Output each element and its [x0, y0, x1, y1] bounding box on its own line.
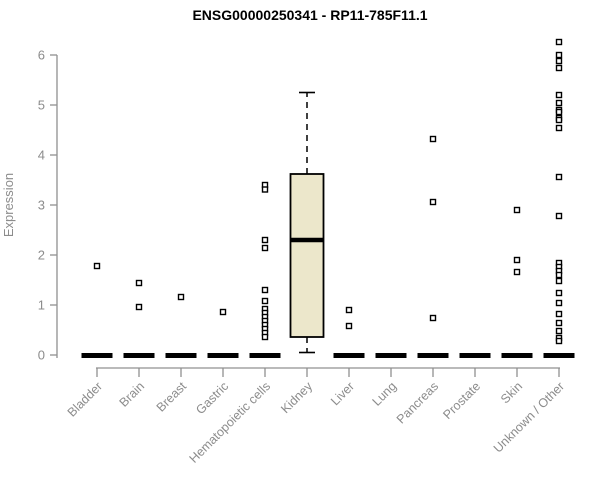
data-point [261, 244, 269, 252]
y-tick-label: 1 [38, 298, 45, 313]
x-tick-label: Skin [498, 379, 525, 406]
data-point [93, 262, 101, 270]
x-tick-label: Lung [370, 379, 400, 409]
zero-median-bar [459, 353, 491, 358]
data-point [555, 271, 563, 279]
zero-median-bar [249, 353, 281, 358]
x-tick-label: Prostate [440, 379, 483, 422]
y-tick-label: 5 [38, 98, 45, 113]
x-tick-label: Gastric [193, 379, 231, 417]
data-point [555, 299, 563, 307]
x-tick-label: Liver [328, 379, 357, 408]
y-tick-label: 6 [38, 48, 45, 63]
zero-median-bar [333, 353, 365, 358]
data-point [555, 289, 563, 297]
chart-title: ENSG00000250341 - RP11-785F11.1 [192, 7, 427, 23]
zero-median-bar [123, 353, 155, 358]
boxplot-box [289, 173, 325, 338]
x-tick-label: Bladder [65, 379, 105, 419]
data-point [555, 51, 563, 59]
data-point [555, 64, 563, 72]
data-point [555, 124, 563, 132]
data-point [555, 38, 563, 46]
data-point [429, 135, 437, 143]
y-tick-label: 2 [38, 248, 45, 263]
zero-median-bar [501, 353, 533, 358]
data-point [135, 303, 143, 311]
x-tick-label: Pancreas [394, 379, 441, 426]
data-point [555, 173, 563, 181]
data-point [555, 337, 563, 345]
x-tick-label: Breast [154, 379, 190, 415]
data-point [555, 116, 563, 124]
data-point [555, 91, 563, 99]
data-point [429, 314, 437, 322]
x-tick-label: Brain [117, 379, 148, 410]
data-point [555, 108, 563, 116]
data-point [177, 293, 185, 301]
y-tick-label: 3 [38, 198, 45, 213]
x-tick-label: Kidney [278, 379, 315, 416]
zero-median-bar [417, 353, 449, 358]
data-point [261, 333, 269, 341]
data-point [555, 57, 563, 65]
data-point [345, 322, 353, 330]
data-point [555, 277, 563, 285]
data-point [261, 186, 269, 193]
data-point [135, 279, 143, 287]
data-point [513, 256, 521, 264]
data-point [555, 99, 563, 107]
zero-median-bar [165, 353, 197, 358]
y-axis-title: Expression [1, 173, 16, 237]
x-tick-label: Hematopoietic cells [187, 379, 274, 466]
data-point [261, 236, 269, 244]
data-point [555, 327, 563, 335]
data-point [555, 310, 563, 318]
x-tick-label: Unknown / Other [491, 379, 567, 455]
zero-median-bar [543, 353, 575, 358]
data-point [219, 308, 227, 316]
data-point [261, 297, 269, 305]
zero-median-bar [81, 353, 113, 358]
data-point [513, 268, 521, 276]
zero-median-bar [207, 353, 239, 358]
zero-median-bar [375, 353, 407, 358]
data-point [261, 286, 269, 294]
y-tick-label: 0 [38, 348, 45, 363]
data-point [513, 206, 521, 214]
y-tick-label: 4 [38, 148, 45, 163]
data-point [555, 212, 563, 220]
plot-area: 0 1 2 3 4 5 6 Bladder Brain Breast GastricHematopo… [38, 38, 575, 466]
data-point [429, 198, 437, 206]
data-point [345, 306, 353, 314]
data-point [555, 319, 563, 327]
